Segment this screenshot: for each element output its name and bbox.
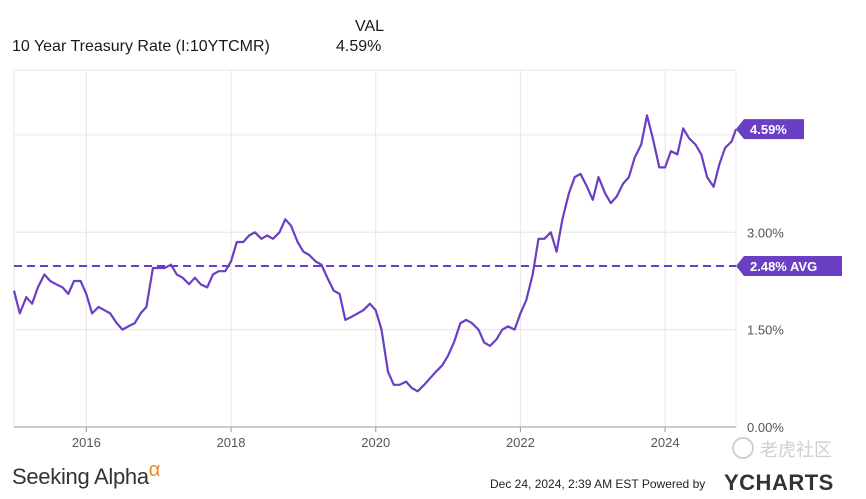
chart-axes: 0.00% 1.50% 3.00% 2016 2018 2020 2022 2024 [14, 225, 784, 450]
x-tick-label: 2018 [217, 435, 246, 450]
x-tick-label: 2024 [651, 435, 680, 450]
average-badge: 2.48% AVG [736, 256, 842, 277]
paw-icon [732, 437, 754, 459]
x-tick-label: 2016 [72, 435, 101, 450]
series-name: 10 Year Treasury Rate (I:10YTCMR) [12, 38, 270, 55]
brand-name: Seeking Alpha [12, 464, 149, 489]
x-tick-label: 2020 [361, 435, 390, 450]
value-badges: 4.59% 2.48% AVG [736, 119, 842, 277]
timestamp: Dec 24, 2024, 2:39 AM EST Powered by [490, 477, 706, 491]
y-tick-label: 0.00% [747, 420, 784, 435]
series-line [12, 114, 738, 393]
last-value-badge-shape [736, 119, 804, 140]
last-value-badge: 4.59% [736, 119, 804, 140]
seeking-alpha-logo[interactable]: Seeking Alphaα [12, 459, 160, 490]
series-last-value: 4.59% [336, 38, 382, 55]
value-column-header: VAL [355, 18, 385, 35]
x-tick-label: 2022 [506, 435, 535, 450]
y-tick-label: 3.00% [747, 225, 784, 240]
alpha-icon: α [148, 459, 161, 481]
ycharts-logo[interactable]: YCHARTS [724, 470, 834, 495]
series-lines [12, 114, 738, 393]
y-tick-label: 1.50% [747, 323, 784, 338]
chart-grid [13, 69, 737, 428]
last-value-badge-label: 4.59% [750, 122, 787, 137]
average-badge-shape [736, 256, 842, 277]
watermark: 老虎社区 [732, 436, 832, 462]
watermark-text: 老虎社区 [760, 440, 832, 460]
average-badge-label: 2.48% AVG [750, 259, 817, 274]
